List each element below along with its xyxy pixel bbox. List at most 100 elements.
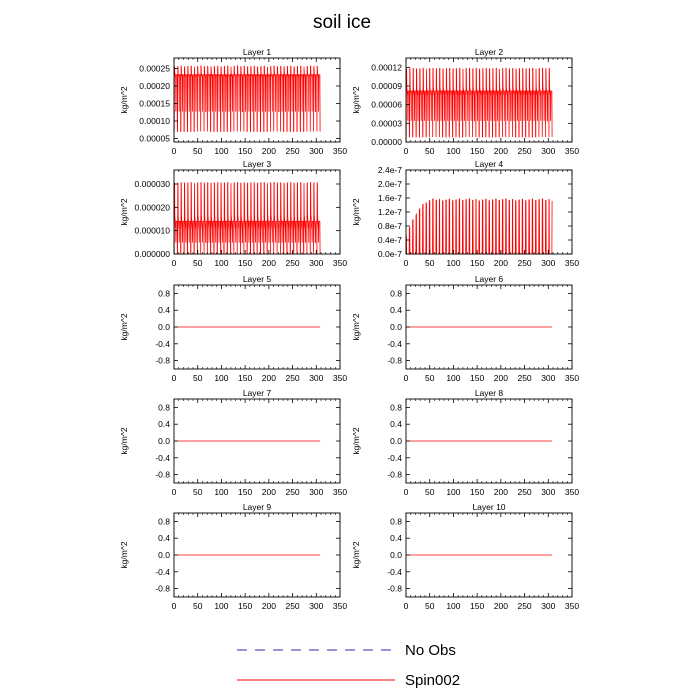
x-tick-label: 50 [425, 258, 435, 268]
x-tick-label: 300 [309, 146, 323, 156]
x-tick-label: 100 [446, 373, 460, 383]
x-tick-label: 100 [214, 146, 228, 156]
y-axis-label: kg/m^2 [351, 313, 361, 340]
y-tick-label: 0.0 [158, 550, 170, 560]
x-tick-label: 100 [446, 601, 460, 611]
y-tick-label: -0.8 [387, 470, 402, 480]
x-tick-label: 250 [285, 146, 299, 156]
x-tick-label: 150 [470, 487, 484, 497]
x-tick-label: 250 [285, 601, 299, 611]
x-tick-label: 150 [238, 146, 252, 156]
y-tick-label: 0.000020 [135, 202, 171, 212]
x-tick-label: 250 [285, 373, 299, 383]
panel-title: Layer 5 [243, 274, 272, 284]
y-tick-label: 0.4 [158, 419, 170, 429]
y-tick-label: 0.8 [390, 288, 402, 298]
x-tick-label: 0 [172, 373, 177, 383]
x-tick-label: 0 [172, 601, 177, 611]
x-tick-label: 300 [541, 487, 555, 497]
y-tick-label: 0.0 [158, 322, 170, 332]
x-tick-label: 300 [541, 373, 555, 383]
y-tick-label: 0.8e-7 [378, 221, 402, 231]
y-tick-label: 0.8 [158, 516, 170, 526]
y-tick-label: -0.4 [155, 453, 170, 463]
x-tick-label: 350 [333, 487, 347, 497]
x-tick-label: 50 [193, 373, 203, 383]
panel-layer-9: Layer 9 kg/m^2 0 50 100 150 200 250 300 350 -0.8 -0… [119, 502, 347, 611]
y-tick-label: 0.0 [390, 550, 402, 560]
plot-frame [405, 57, 573, 143]
x-tick-label: 350 [565, 373, 579, 383]
x-tick-label: 250 [517, 487, 531, 497]
y-tick-label: 0.00005 [139, 134, 170, 144]
x-tick-label: 0 [404, 258, 409, 268]
x-tick-label: 200 [262, 373, 276, 383]
y-tick-label: 0.000030 [135, 179, 171, 189]
x-tick-label: 50 [193, 146, 203, 156]
y-axis-label: kg/m^2 [351, 86, 361, 113]
x-tick-label: 350 [565, 601, 579, 611]
panel-layer-3: Layer 3 kg/m^2 0 50 100 150 200 250 300 350 0.0000… [119, 159, 347, 268]
y-tick-label: 0.8 [158, 402, 170, 412]
y-tick-label: -0.8 [155, 470, 170, 480]
panel-title: Layer 1 [243, 47, 272, 57]
x-tick-label: 350 [565, 146, 579, 156]
y-tick-label: 0.0 [390, 436, 402, 446]
x-tick-label: 50 [425, 487, 435, 497]
x-tick-label: 150 [238, 258, 252, 268]
x-tick-label: 250 [517, 258, 531, 268]
series-line-spin002 [173, 65, 321, 132]
x-tick-label: 0 [172, 487, 177, 497]
x-tick-label: 100 [214, 601, 228, 611]
panel-title: Layer 9 [243, 502, 272, 512]
y-tick-label: 0.00012 [371, 62, 402, 72]
y-tick-label: -0.4 [387, 567, 402, 577]
panel-layer-10: Layer 10 kg/m^2 0 50 100 150 200 250 300 350 -0.8 -… [351, 502, 579, 611]
y-tick-label: 2.0e-7 [378, 179, 402, 189]
y-tick-label: 0.00010 [139, 116, 170, 126]
x-tick-label: 200 [494, 601, 508, 611]
x-tick-label: 200 [262, 601, 276, 611]
x-tick-label: 150 [470, 601, 484, 611]
x-tick-label: 150 [238, 601, 252, 611]
y-tick-label: -0.8 [387, 584, 402, 594]
y-tick-label: -0.4 [387, 453, 402, 463]
y-axis-label: kg/m^2 [119, 313, 129, 340]
y-tick-label: 0.8 [158, 288, 170, 298]
x-tick-label: 150 [238, 487, 252, 497]
x-tick-label: 100 [446, 258, 460, 268]
x-tick-label: 300 [309, 258, 323, 268]
x-tick-label: 200 [262, 487, 276, 497]
x-tick-label: 0 [404, 373, 409, 383]
x-tick-label: 250 [517, 373, 531, 383]
y-axis-label: kg/m^2 [351, 541, 361, 568]
x-tick-label: 50 [193, 487, 203, 497]
y-tick-label: -0.8 [155, 584, 170, 594]
x-tick-label: 0 [404, 487, 409, 497]
panel-layer-2: Layer 2 kg/m^2 0 50 100 150 200 250 300 350 0.0000… [351, 47, 579, 156]
x-tick-label: 50 [425, 601, 435, 611]
plot-frame [173, 169, 341, 255]
y-tick-label: 0.4 [158, 305, 170, 315]
y-axis-label: kg/m^2 [119, 541, 129, 568]
x-tick-label: 250 [285, 258, 299, 268]
y-tick-label: 0.00006 [371, 100, 402, 110]
panel-layer-6: Layer 6 kg/m^2 0 50 100 150 200 250 300 350 -0.8 -0… [351, 274, 579, 383]
x-tick-label: 150 [470, 373, 484, 383]
y-tick-label: 2.4e-7 [378, 165, 402, 175]
y-tick-label: -0.4 [387, 339, 402, 349]
y-tick-label: 0.4 [390, 533, 402, 543]
panel-layer-7: Layer 7 kg/m^2 0 50 100 150 200 250 300 350 -0.8 -0… [119, 388, 347, 497]
x-tick-label: 50 [425, 146, 435, 156]
panel-title: Layer 3 [243, 159, 272, 169]
panel-layer-1: Layer 1 kg/m^2 0 50 100 150 200 250 300 350 0.0000… [119, 47, 347, 156]
y-tick-label: 0.00025 [139, 64, 170, 74]
x-tick-label: 50 [425, 373, 435, 383]
y-tick-label: 0.00009 [371, 81, 402, 91]
legend-label-spin002: Spin002 [405, 672, 460, 689]
panel-title: Layer 2 [475, 47, 504, 57]
x-tick-label: 350 [333, 258, 347, 268]
x-tick-label: 200 [494, 373, 508, 383]
series-line-spin002 [405, 198, 553, 255]
